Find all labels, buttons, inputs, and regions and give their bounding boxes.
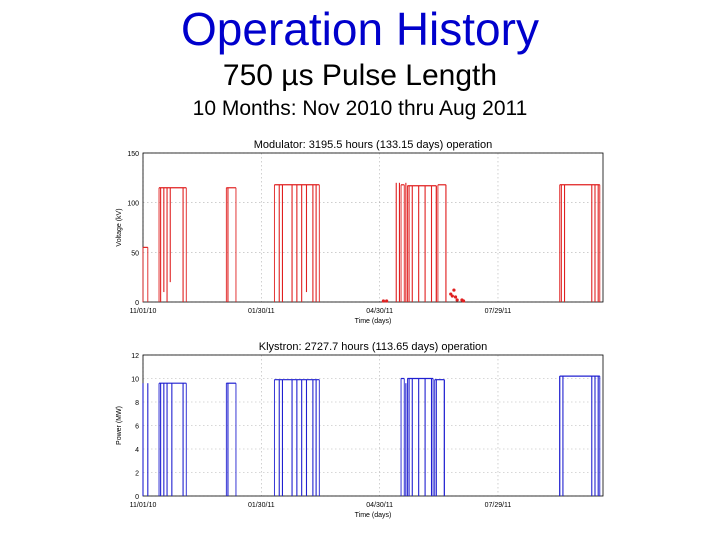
data-point bbox=[455, 298, 459, 302]
period-caption: 10 Months: Nov 2010 thru Aug 2011 bbox=[192, 97, 528, 120]
y-tick-label: 150 bbox=[127, 151, 139, 158]
data-point bbox=[461, 299, 466, 303]
x-tick-label: 11/01/10 bbox=[130, 502, 157, 509]
y-axis-label: Power (MW) bbox=[116, 406, 123, 445]
chart-title: Modulator: 3195.5 hours (133.15 days) op… bbox=[254, 139, 493, 151]
data-point bbox=[453, 295, 458, 299]
y-tick-label: 50 bbox=[131, 250, 139, 257]
x-tick-label: 04/30/11 bbox=[366, 502, 393, 509]
chart-modulator: Modulator: 3195.5 hours (133.15 days) op… bbox=[116, 139, 604, 325]
page-title: Operation History bbox=[181, 3, 539, 55]
chart-klystron: Klystron: 2727.7 hours (113.65 days) ope… bbox=[116, 341, 604, 519]
y-tick-label: 12 bbox=[131, 353, 139, 360]
y-tick-label: 6 bbox=[135, 424, 139, 431]
x-tick-label: 07/29/11 bbox=[485, 308, 512, 315]
x-tick-label: 07/29/11 bbox=[485, 502, 512, 509]
y-tick-label: 0 bbox=[135, 494, 139, 501]
chart-title: Klystron: 2727.7 hours (113.65 days) ope… bbox=[259, 341, 488, 353]
data-point bbox=[385, 299, 389, 303]
y-tick-label: 100 bbox=[127, 201, 139, 208]
page-subtitle: 750 µs Pulse Length bbox=[222, 59, 498, 92]
x-tick-label: 01/30/11 bbox=[248, 502, 275, 509]
x-tick-label: 11/01/10 bbox=[130, 308, 157, 315]
y-tick-label: 2 bbox=[135, 471, 139, 478]
y-tick-label: 10 bbox=[131, 377, 139, 384]
y-tick-label: 4 bbox=[135, 447, 139, 454]
data-point bbox=[381, 299, 386, 303]
data-point bbox=[452, 288, 456, 292]
plot-frame bbox=[142, 152, 604, 303]
x-tick-label: 04/30/11 bbox=[366, 308, 393, 315]
x-tick-label: 01/30/11 bbox=[248, 308, 275, 315]
x-axis-label: Time (days) bbox=[355, 512, 392, 519]
y-tick-label: 8 bbox=[135, 400, 139, 407]
x-axis-label: Time (days) bbox=[355, 318, 392, 325]
data-point bbox=[450, 294, 454, 298]
y-tick-label: 0 bbox=[135, 300, 139, 307]
y-axis-label: Voltage (kV) bbox=[116, 208, 123, 246]
